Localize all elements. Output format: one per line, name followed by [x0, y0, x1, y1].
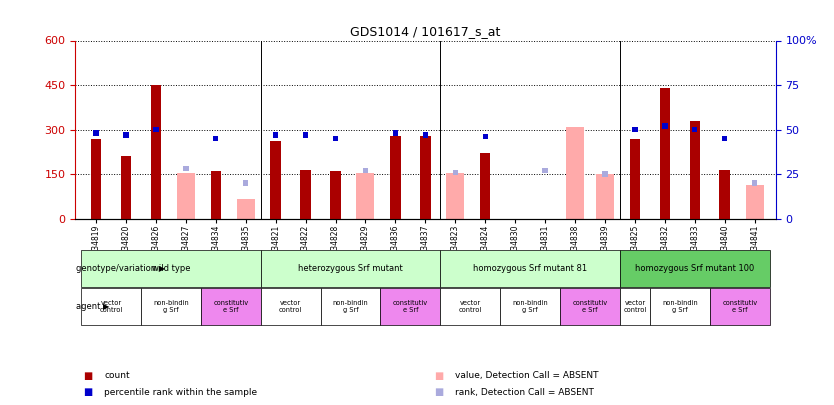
- Bar: [121, 156, 131, 219]
- Text: ■: ■: [434, 387, 443, 397]
- Text: vector
control: vector control: [279, 300, 302, 313]
- Bar: [261, 288, 320, 325]
- Bar: [542, 168, 548, 173]
- Bar: [201, 288, 261, 325]
- Text: constitutiv
e Srf: constitutiv e Srf: [393, 300, 428, 313]
- Bar: [151, 85, 161, 219]
- Bar: [423, 132, 428, 138]
- Bar: [630, 139, 641, 219]
- Text: count: count: [104, 371, 130, 380]
- Title: GDS1014 / 101617_s_at: GDS1014 / 101617_s_at: [350, 25, 500, 38]
- Bar: [183, 166, 188, 171]
- Bar: [261, 250, 440, 287]
- Text: percentile rank within the sample: percentile rank within the sample: [104, 388, 258, 396]
- Bar: [243, 180, 249, 186]
- Text: constitutiv
e Srf: constitutiv e Srf: [722, 300, 757, 313]
- Bar: [81, 288, 141, 325]
- Bar: [440, 250, 620, 287]
- Text: wild type: wild type: [152, 264, 190, 273]
- Bar: [303, 132, 309, 138]
- Bar: [602, 171, 608, 177]
- Bar: [722, 136, 727, 141]
- Text: homozygous Srf mutant 81: homozygous Srf mutant 81: [473, 264, 587, 273]
- Bar: [320, 288, 380, 325]
- Bar: [81, 250, 261, 287]
- Bar: [560, 288, 620, 325]
- Bar: [453, 170, 458, 175]
- Bar: [566, 127, 584, 219]
- Bar: [632, 127, 638, 132]
- Bar: [141, 288, 201, 325]
- Bar: [333, 136, 339, 141]
- Bar: [483, 134, 488, 139]
- Text: heterozygous Srf mutant: heterozygous Srf mutant: [298, 264, 403, 273]
- Text: vector
control: vector control: [459, 300, 482, 313]
- Text: non-bindin
g Srf: non-bindin g Srf: [512, 300, 548, 313]
- Bar: [596, 174, 614, 219]
- Bar: [330, 171, 341, 219]
- Text: vector
control: vector control: [99, 300, 123, 313]
- Bar: [620, 250, 770, 287]
- Bar: [93, 130, 98, 136]
- Bar: [393, 130, 398, 136]
- Bar: [213, 136, 219, 141]
- Bar: [500, 288, 560, 325]
- Text: non-bindin
g Srf: non-bindin g Srf: [153, 300, 188, 313]
- Text: homozygous Srf mutant 100: homozygous Srf mutant 100: [636, 264, 755, 273]
- Bar: [710, 288, 770, 325]
- Bar: [153, 127, 158, 132]
- Bar: [390, 136, 400, 219]
- Text: genotype/variation ▶: genotype/variation ▶: [76, 264, 165, 273]
- Bar: [620, 288, 650, 325]
- Text: non-bindin
g Srf: non-bindin g Srf: [333, 300, 369, 313]
- Bar: [270, 141, 281, 219]
- Bar: [380, 288, 440, 325]
- Text: constitutiv
e Srf: constitutiv e Srf: [214, 300, 249, 313]
- Bar: [273, 132, 279, 138]
- Text: constitutiv
e Srf: constitutiv e Srf: [572, 300, 607, 313]
- Text: vector
control: vector control: [623, 300, 646, 313]
- Text: rank, Detection Call = ABSENT: rank, Detection Call = ABSENT: [455, 388, 594, 396]
- Bar: [363, 168, 368, 173]
- Bar: [300, 170, 311, 219]
- Text: value, Detection Call = ABSENT: value, Detection Call = ABSENT: [455, 371, 598, 380]
- Text: ■: ■: [83, 371, 93, 381]
- Bar: [746, 185, 764, 219]
- Bar: [720, 170, 730, 219]
- Bar: [210, 171, 221, 219]
- Text: ■: ■: [83, 387, 93, 397]
- Bar: [440, 288, 500, 325]
- Bar: [692, 127, 697, 132]
- Bar: [91, 139, 101, 219]
- Bar: [177, 173, 195, 219]
- Bar: [237, 199, 254, 219]
- Text: non-bindin
g Srf: non-bindin g Srf: [662, 300, 698, 313]
- Bar: [356, 173, 374, 219]
- Bar: [446, 173, 465, 219]
- Bar: [752, 180, 757, 186]
- Bar: [420, 136, 430, 219]
- Bar: [480, 153, 490, 219]
- Text: ■: ■: [434, 371, 443, 381]
- Bar: [660, 88, 670, 219]
- Text: agent ▶: agent ▶: [76, 302, 109, 311]
- Bar: [662, 124, 667, 129]
- Bar: [650, 288, 710, 325]
- Bar: [123, 132, 128, 138]
- Bar: [690, 121, 700, 219]
